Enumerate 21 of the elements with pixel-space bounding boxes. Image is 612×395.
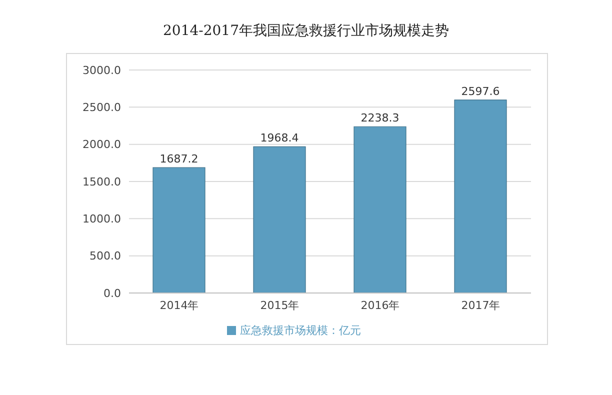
legend-label: 应急救援市场规模：亿元 [240, 324, 361, 337]
y-tick-label: 2000.0 [82, 138, 121, 152]
x-tick-label: 2016年 [360, 298, 400, 312]
data-label: 2597.6 [461, 84, 500, 98]
y-tick-label: 500.0 [90, 250, 121, 263]
bar [253, 146, 306, 293]
y-tick-label: 1500.0 [82, 175, 121, 188]
x-tick-label: 2014年 [160, 298, 199, 312]
y-tick-label: 0.0 [104, 286, 121, 300]
bar [454, 100, 507, 293]
x-tick-label: 2015年 [260, 298, 300, 312]
x-tick-label: 2017年 [461, 298, 500, 312]
y-tick-label: 2500.0 [82, 101, 121, 114]
y-tick-label: 3000.0 [82, 64, 121, 77]
data-label: 2238.3 [360, 112, 400, 125]
data-label: 1687.2 [160, 152, 198, 166]
data-label: 1968.4 [260, 132, 299, 145]
bar [354, 126, 406, 293]
chart-title: 2014-2017年我国应急救援行业市场规模走势 [162, 22, 450, 41]
y-tick-label: 1000.0 [82, 212, 121, 226]
bar [152, 167, 206, 293]
